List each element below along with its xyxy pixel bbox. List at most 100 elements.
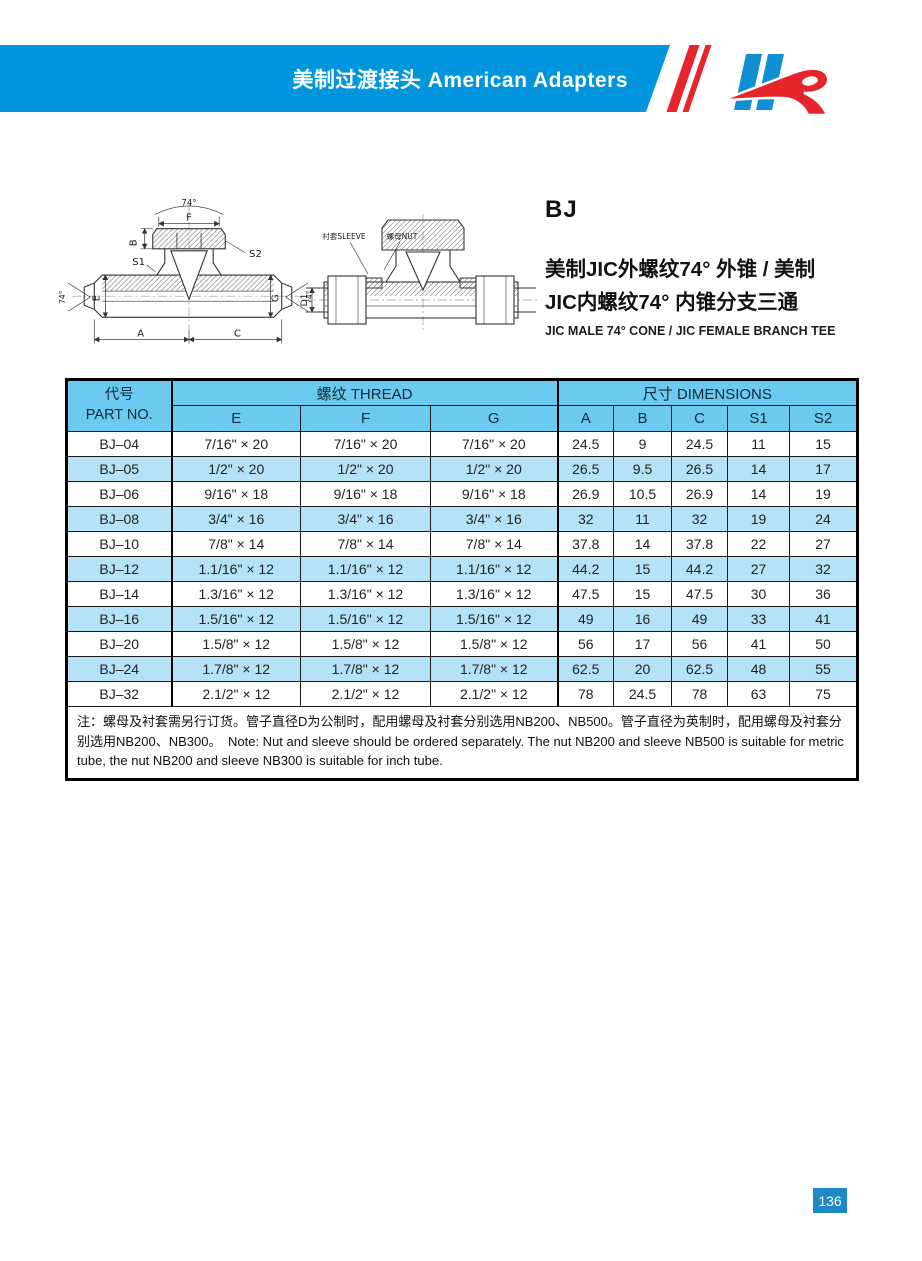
cell-dim-a: 49: [556, 606, 615, 632]
cell-dim-b: 16: [613, 606, 673, 632]
cell-dim-a: 26.9: [556, 481, 615, 507]
cell-dim-c: 62.5: [671, 656, 729, 682]
cell-dim-c: 26.9: [671, 481, 729, 507]
table-row: BJ–32 2.1/2" × 12 2.1/2" × 12 2.1/2" × 1…: [66, 681, 859, 707]
cell-dim-c: 49: [671, 606, 729, 632]
table-row: BJ–16 1.5/16" × 12 1.5/16" × 12 1.5/16" …: [66, 606, 859, 632]
cell-dim-a: 47.5: [556, 581, 615, 607]
cell-thread-e: 1.3/16" × 12: [170, 581, 301, 607]
dim-f: F: [186, 213, 192, 224]
cell-dim-s2: 27: [789, 531, 859, 557]
dim-angle-left: 74°: [58, 290, 67, 304]
cell-dim-b: 10.5: [613, 481, 673, 507]
cell-thread-g: 7/16" × 20: [429, 431, 559, 457]
cell-thread-g: 1.3/16" × 12: [429, 581, 559, 607]
table-row: BJ–08 3/4" × 16 3/4" × 16 3/4" × 16 32 1…: [66, 506, 859, 532]
cell-thread-e: 1.5/8" × 12: [170, 631, 301, 657]
note-row: 注：螺母及衬套需另行订货。管子直径D为公制时，配用螺母及衬套分别选用NB200、…: [65, 706, 859, 780]
cell-dim-s1: 30: [727, 581, 791, 607]
dim-b: B: [129, 239, 140, 246]
cell-dim-s1: 33: [727, 606, 791, 632]
cell-thread-e: 3/4" × 16: [170, 506, 301, 532]
cell-thread-e: 1.5/16" × 12: [170, 606, 301, 632]
cell-part-no: BJ–16: [66, 606, 172, 632]
header-col-a: A: [556, 405, 615, 432]
cell-dim-c: 56: [671, 631, 729, 657]
cell-thread-f: 1.1/16" × 12: [300, 556, 431, 582]
table-note: 注：螺母及衬套需另行订货。管子直径D为公制时，配用螺母及衬套分别选用NB200、…: [65, 706, 859, 780]
cell-dim-b: 15: [613, 556, 673, 582]
table-row: BJ–06 9/16" × 18 9/16" × 18 9/16" × 18 2…: [66, 481, 859, 507]
cell-dim-c: 47.5: [671, 581, 729, 607]
spec-table-header: 代号 PART NO. 螺纹 THREAD 尺寸 DIMENSIONS E F …: [66, 379, 859, 432]
cell-thread-g: 7/8" × 14: [429, 531, 559, 557]
cell-dim-s2: 17: [789, 456, 859, 482]
cell-thread-e: 7/16" × 20: [170, 431, 301, 457]
dim-s1: S1: [132, 257, 145, 268]
cell-thread-f: 1.5/16" × 12: [300, 606, 431, 632]
cell-thread-g: 9/16" × 18: [429, 481, 559, 507]
cell-dim-s1: 14: [727, 456, 791, 482]
cell-thread-e: 2.1/2" × 12: [170, 681, 301, 707]
product-title-cn: 美制JIC外螺纹74° 外锥 / 美制 JIC内螺纹74° 内锥分支三通: [545, 254, 880, 320]
cell-dim-s2: 15: [789, 431, 859, 457]
cell-part-no: BJ–06: [66, 481, 172, 507]
table-row: BJ–24 1.7/8" × 12 1.7/8" × 12 1.7/8" × 1…: [66, 656, 859, 682]
cell-dim-a: 32: [556, 506, 615, 532]
cell-thread-f: 2.1/2" × 12: [300, 681, 431, 707]
cell-dim-b: 9.5: [613, 456, 673, 482]
cell-dim-s2: 24: [789, 506, 859, 532]
cell-dim-a: 44.2: [556, 556, 615, 582]
cell-dim-b: 14: [613, 531, 673, 557]
header-col-s1: S1: [727, 405, 791, 432]
cell-part-no: BJ–05: [66, 456, 172, 482]
cell-dim-b: 17: [613, 631, 673, 657]
cell-part-no: BJ–12: [66, 556, 172, 582]
cell-dim-s1: 27: [727, 556, 791, 582]
cell-dim-s1: 41: [727, 631, 791, 657]
cell-dim-s2: 41: [789, 606, 859, 632]
cell-part-no: BJ–10: [66, 531, 172, 557]
header-thread-group: 螺纹 THREAD: [170, 379, 559, 406]
dim-g: G: [271, 294, 282, 302]
cell-dim-a: 78: [556, 681, 615, 707]
cell-dim-a: 24.5: [556, 431, 615, 457]
product-title-block: BJ 美制JIC外螺纹74° 外锥 / 美制 JIC内螺纹74° 内锥分支三通 …: [545, 196, 880, 338]
cell-dim-c: 32: [671, 506, 729, 532]
label-nut: 螺母NUT: [387, 231, 418, 241]
header-dimensions-group: 尺寸 DIMENSIONS: [556, 379, 859, 406]
spec-table-body: BJ–04 7/16" × 20 7/16" × 20 7/16" × 20 2…: [66, 431, 859, 707]
cell-thread-g: 1.5/16" × 12: [429, 606, 559, 632]
cell-dim-s2: 50: [789, 631, 859, 657]
cell-dim-a: 26.5: [556, 456, 615, 482]
cell-thread-g: 1/2" × 20: [429, 456, 559, 482]
cell-part-no: BJ–32: [66, 681, 172, 707]
cell-thread-f: 7/16" × 20: [300, 431, 431, 457]
cell-dim-s2: 19: [789, 481, 859, 507]
cell-dim-b: 15: [613, 581, 673, 607]
dim-s2: S2: [249, 249, 262, 260]
cell-dim-c: 24.5: [671, 431, 729, 457]
header-col-c: C: [671, 405, 729, 432]
cell-thread-e: 1.1/16" × 12: [170, 556, 301, 582]
header-banner: 美制过渡接头 American Adapters: [0, 45, 670, 112]
cell-dim-s2: 32: [789, 556, 859, 582]
cell-thread-g: 3/4" × 16: [429, 506, 559, 532]
cell-dim-c: 78: [671, 681, 729, 707]
table-row: BJ–04 7/16" × 20 7/16" × 20 7/16" × 20 2…: [66, 431, 859, 457]
product-title-cn-line1: 美制JIC外螺纹74° 外锥 / 美制: [545, 258, 816, 281]
cell-dim-a: 56: [556, 631, 615, 657]
table-row: BJ–10 7/8" × 14 7/8" × 14 7/8" × 14 37.8…: [66, 531, 859, 557]
cell-thread-g: 1.1/16" × 12: [429, 556, 559, 582]
cell-dim-b: 9: [613, 431, 673, 457]
cell-dim-s1: 19: [727, 506, 791, 532]
cell-dim-s2: 75: [789, 681, 859, 707]
label-sleeve: 衬套SLEEVE: [322, 231, 366, 241]
dim-c: C: [234, 328, 241, 339]
table-row: BJ–14 1.3/16" × 12 1.3/16" × 12 1.3/16" …: [66, 581, 859, 607]
cell-thread-g: 2.1/2" × 12: [429, 681, 559, 707]
page-number-badge: 136: [813, 1188, 847, 1213]
cell-dim-c: 44.2: [671, 556, 729, 582]
cell-dim-c: 37.8: [671, 531, 729, 557]
cell-thread-g: 1.5/8" × 12: [429, 631, 559, 657]
